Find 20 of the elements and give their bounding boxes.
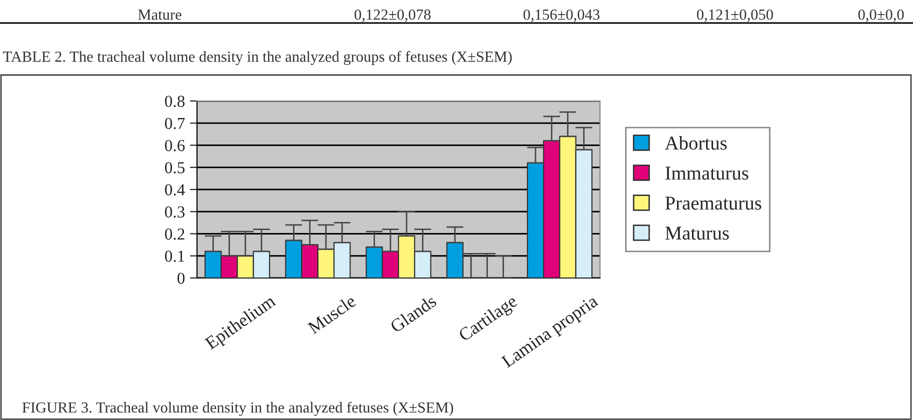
y-tick-label: 0.3: [164, 206, 185, 218]
y-tick-label: 0.5: [164, 162, 185, 174]
text: 0,156±0,043: [524, 9, 600, 22]
y-tick-label: 0.8: [164, 96, 185, 108]
y-tick-label: 0.1: [164, 250, 184, 262]
legend-label: Praematurus: [665, 196, 762, 210]
caption: TABLE 2. The tracheal volume density in the analyzed groups of fetuses (X±SEM): [3, 50, 512, 65]
y-tick-label: 0.2: [164, 228, 184, 240]
legend-label: Immaturus: [665, 166, 748, 180]
y-tick-label: 0.4: [164, 184, 185, 196]
legend-label: Abortus: [664, 136, 727, 150]
y-tick-label: 0.7: [164, 118, 185, 130]
text: 0,121±0,050: [696, 9, 773, 22]
text: 0,0±0,0: [858, 9, 904, 22]
y-tick-label: 0: [177, 272, 185, 284]
text: 0,122±0,078: [354, 9, 431, 22]
text: Mature: [138, 10, 182, 20]
legend-label: Maturus: [665, 226, 729, 240]
y-tick-label: 0.6: [164, 140, 185, 152]
caption: FIGURE 3. Tracheal volume density in the analyzed fetuses (X±SEM): [22, 402, 454, 416]
